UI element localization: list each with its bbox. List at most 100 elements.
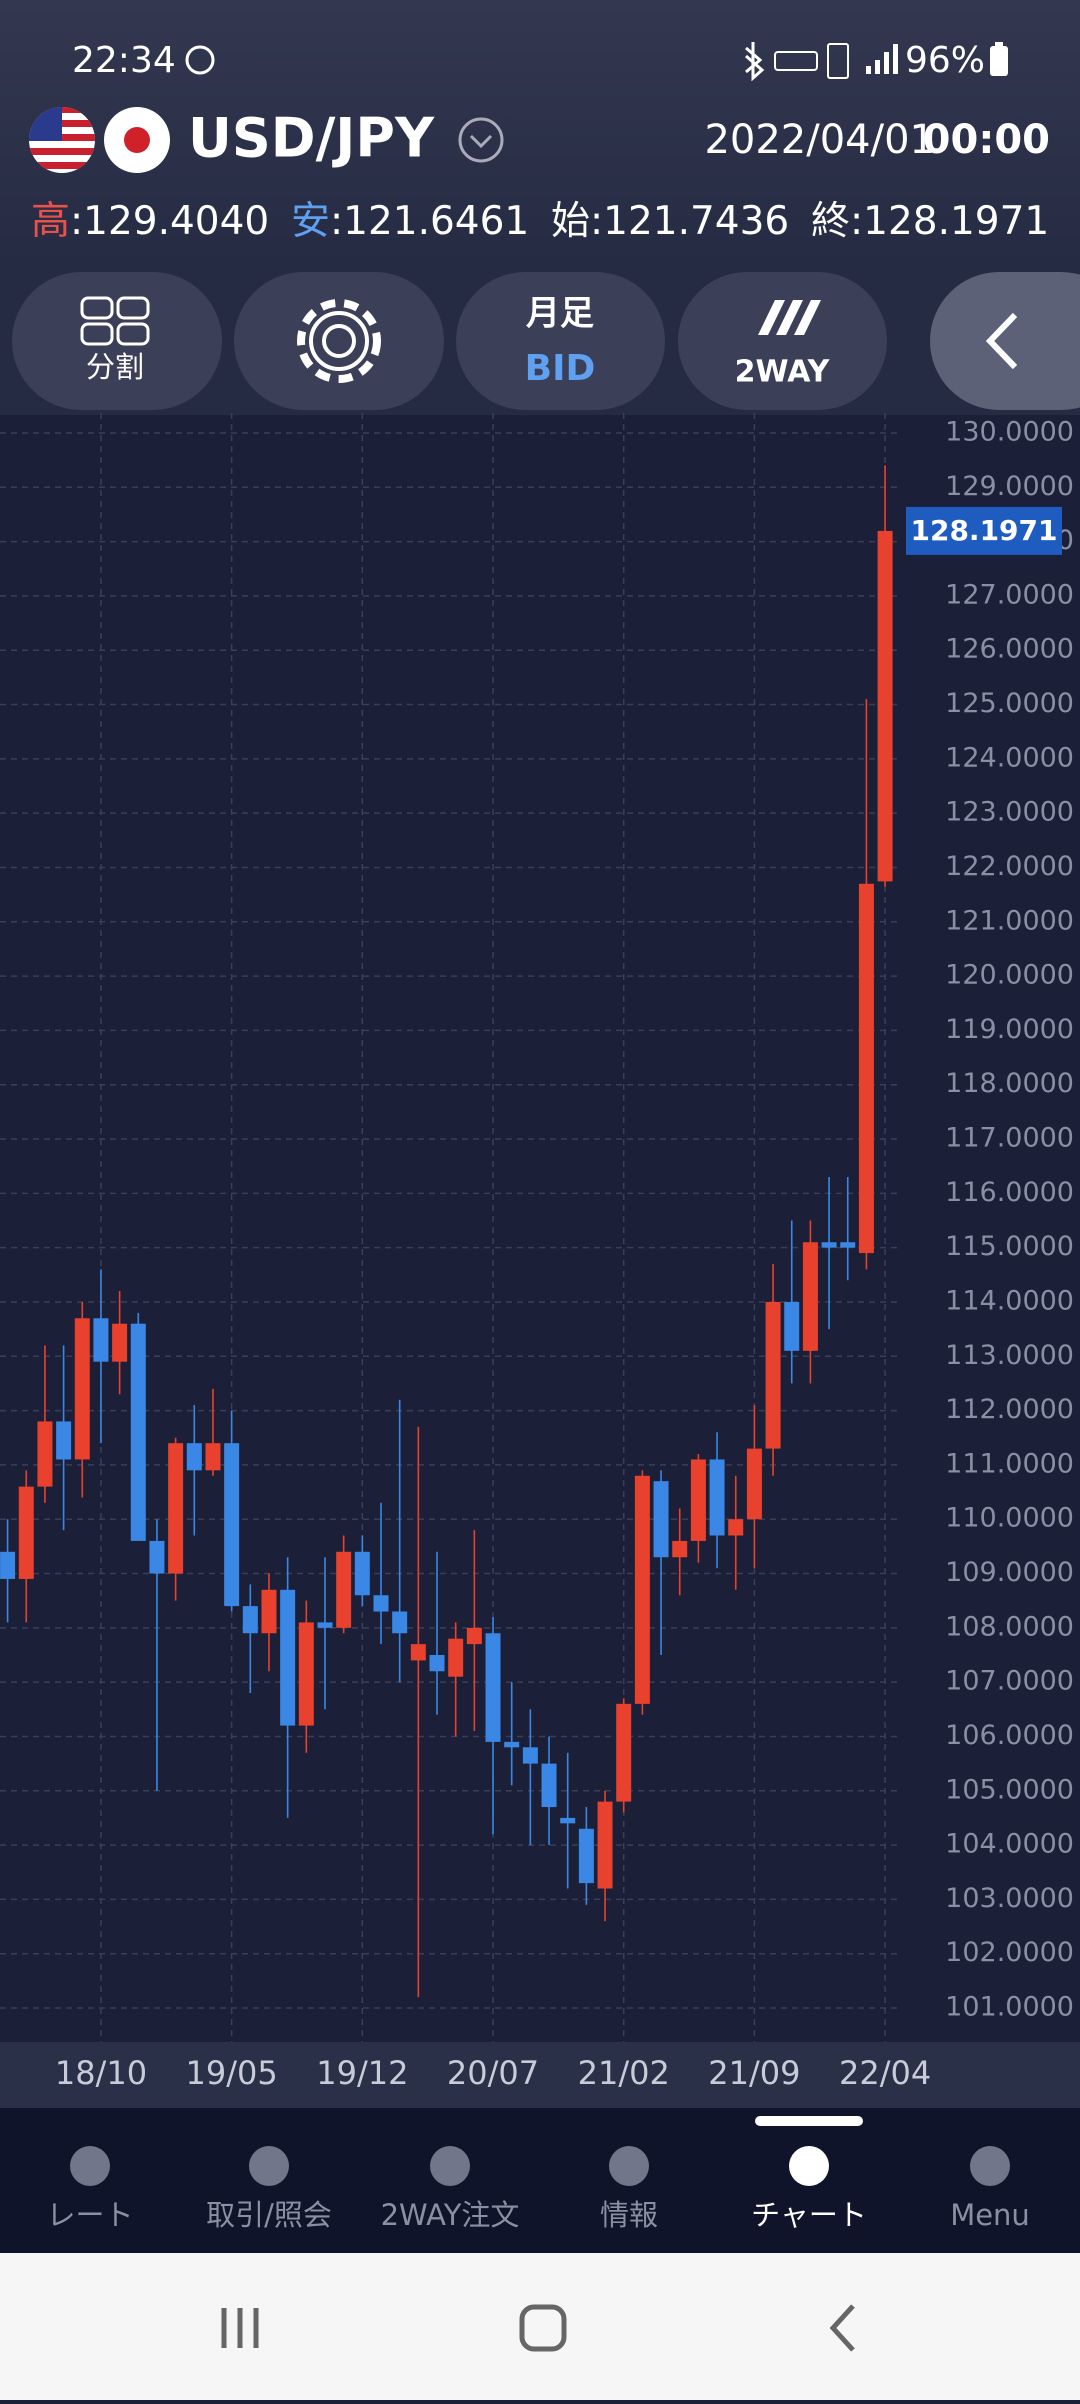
nav-label: Menu [950, 2198, 1030, 2232]
nav-item[interactable]: Menu [950, 2146, 1030, 2232]
y-tick-label: 101.0000 [945, 1992, 1074, 2023]
candle-body [74, 1318, 90, 1460]
two-way-button[interactable] [678, 272, 887, 410]
candle-body [280, 1589, 296, 1726]
recents-button[interactable] [221, 2308, 259, 2348]
y-tick-label: 116.0000 [945, 1177, 1074, 1208]
candle-body [37, 1421, 53, 1487]
candle-body [112, 1323, 128, 1362]
battery: 96% [905, 40, 985, 81]
candle-body [765, 1301, 781, 1449]
candle-body [746, 1448, 762, 1520]
nav-active-indicator [755, 2116, 863, 2126]
pair-dropdown[interactable] [458, 117, 504, 163]
y-tick-label: 130.0000 [945, 417, 1074, 448]
nav-label: 2WAY注文 [381, 2198, 520, 2232]
nav-item[interactable]: 情報 [600, 2146, 658, 2232]
us-flag [29, 107, 95, 173]
candle-body [578, 1828, 594, 1884]
candle-body [56, 1421, 72, 1460]
x-tick-label: 18/10 [55, 2054, 147, 2092]
candle-body [616, 1703, 632, 1802]
ohlc-item: 安:121.6461 [291, 199, 529, 244]
candle-body [672, 1540, 688, 1558]
nav-item[interactable]: 取引/照会 [206, 2146, 332, 2232]
price-type: BID [525, 348, 596, 389]
split-button[interactable] [12, 272, 222, 410]
y-tick-label: 127.0000 [945, 579, 1074, 610]
nav-icon [609, 2146, 649, 2186]
candle-body [485, 1633, 501, 1742]
pair[interactable]: USD/JPY [188, 107, 435, 170]
candle-body [429, 1654, 445, 1672]
candle-body [224, 1443, 240, 1607]
candle-body [298, 1622, 314, 1726]
candle-body [802, 1242, 818, 1351]
candle-body [373, 1595, 389, 1612]
candle-body [168, 1443, 184, 1574]
ohlc-value: :129.4040 [70, 199, 269, 244]
price-tag-label: 128.1971 [910, 514, 1057, 547]
settings-button[interactable] [234, 272, 444, 410]
status-icons [745, 42, 1008, 82]
y-tick-label: 111.0000 [945, 1448, 1074, 1479]
nav-item[interactable]: 2WAY注文 [381, 2146, 520, 2232]
nav-bar [0, 2108, 1080, 2253]
nav-icon [970, 2146, 1010, 2186]
ohlc-item: 終:128.1971 [811, 199, 1049, 244]
y-tick-label: 110.0000 [945, 1503, 1074, 1534]
system-buttons [221, 2304, 855, 2352]
period-label: 月足 [526, 294, 594, 334]
clock: 22:34 [72, 40, 176, 81]
x-tick-label: 19/12 [316, 2054, 408, 2092]
y-tick-label: 122.0000 [945, 851, 1074, 882]
nav-items: レート 取引/照会 2WAY注文 情報 チャート Menu [46, 2116, 1030, 2232]
candle-body [597, 1801, 613, 1889]
candle-body [0, 1551, 16, 1579]
y-tick-label: 108.0000 [945, 1611, 1074, 1642]
period-button[interactable] [456, 272, 665, 410]
nav-item[interactable]: チャート [751, 2116, 867, 2232]
y-tick-label: 104.0000 [945, 1829, 1074, 1860]
y-tick-label: 115.0000 [945, 1231, 1074, 1262]
y-tick-label: 109.0000 [945, 1557, 1074, 1588]
nav-label: 情報 [600, 2198, 658, 2232]
candle-body [130, 1323, 146, 1541]
candle-body [18, 1486, 34, 1579]
candle-body [504, 1741, 520, 1748]
candle-body [93, 1318, 109, 1362]
y-tick-label: 105.0000 [945, 1774, 1074, 1805]
chevron [469, 134, 493, 149]
candle-body [541, 1763, 557, 1808]
candle-body [186, 1443, 202, 1471]
candle-body [653, 1481, 669, 1558]
y-tick-label: 117.0000 [945, 1123, 1074, 1154]
y-tick-label: 119.0000 [945, 1014, 1074, 1045]
nav-icon [70, 2146, 110, 2186]
x-tick-label: 22/04 [839, 2054, 931, 2092]
x-axis: 18/10 19/05 19/12 20/07 21/02 21/09 22/04 [55, 2054, 931, 2092]
home-button[interactable] [519, 2304, 567, 2352]
candle-body [840, 1242, 856, 1248]
candle-body [261, 1589, 277, 1634]
candle-body [317, 1622, 333, 1628]
y-tick-label: 103.0000 [945, 1883, 1074, 1914]
candle-body [522, 1747, 538, 1764]
nav-label: チャート [751, 2198, 867, 2232]
ohlc-label: 高 [31, 199, 70, 244]
back-button[interactable] [829, 2304, 855, 2352]
nav-label: レート [46, 2198, 133, 2232]
candle-body [858, 883, 874, 1254]
candle-body [634, 1475, 650, 1704]
candle-body [466, 1627, 482, 1645]
y-tick-label: 112.0000 [945, 1394, 1074, 1425]
two-way-label: 2WAY [735, 355, 831, 390]
ohlc-label: 始 [551, 199, 590, 244]
collapse-button[interactable] [930, 272, 1080, 410]
y-tick-label: 107.0000 [945, 1666, 1074, 1697]
jp-flag-sun [124, 127, 150, 153]
candle-body [877, 530, 893, 882]
nav-item[interactable]: レート [46, 2146, 134, 2232]
nav-label: 取引/照会 [206, 2198, 332, 2232]
candle-body [690, 1459, 706, 1541]
